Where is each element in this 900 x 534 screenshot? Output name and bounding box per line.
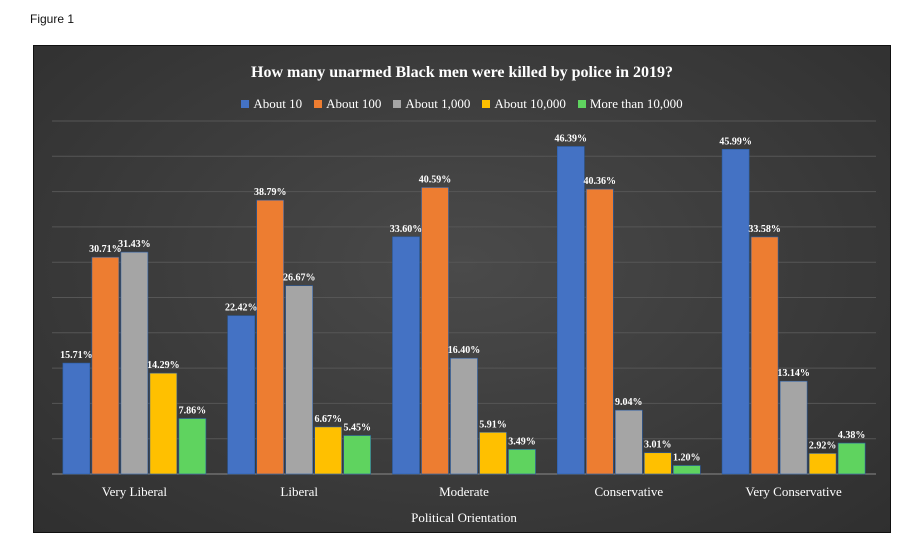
data-label: 9.04% bbox=[615, 397, 643, 408]
legend-item-2: About 1,000 bbox=[393, 96, 470, 112]
data-label: 26.67% bbox=[283, 273, 316, 284]
data-label: 45.99% bbox=[719, 136, 752, 147]
bar-2-2 bbox=[450, 357, 478, 475]
chart-title: How many unarmed Black men were killed b… bbox=[251, 64, 673, 81]
legend-label: About 1,000 bbox=[405, 96, 471, 111]
data-label: 38.79% bbox=[254, 187, 287, 198]
bar-0-3 bbox=[149, 372, 178, 475]
data-label: 14.29% bbox=[147, 360, 180, 371]
legend-label: More than 10,000 bbox=[589, 96, 683, 111]
bar-0-0 bbox=[62, 362, 91, 475]
data-label: 1.20% bbox=[673, 453, 701, 464]
data-label: 40.59% bbox=[419, 174, 452, 185]
data-label: 5.91% bbox=[479, 419, 507, 430]
chart-plot: 15.71% 30.71%31.43% 14.29% 7.86% Very Libera… bbox=[52, 120, 876, 525]
data-label: 13.14% bbox=[777, 368, 810, 379]
category-label: Liberal bbox=[280, 484, 318, 499]
legend-swatch bbox=[482, 100, 491, 108]
category-label: Very Conservative bbox=[745, 484, 842, 499]
legend-label: About 10,000 bbox=[494, 96, 566, 111]
legend-swatch bbox=[577, 100, 586, 108]
bar-2-0 bbox=[392, 236, 420, 475]
bar-1-0 bbox=[227, 315, 255, 475]
data-label: 33.60% bbox=[390, 224, 423, 235]
data-label: 31.43% bbox=[118, 239, 151, 250]
legend-label: About 100 bbox=[326, 96, 382, 111]
bar-0-4 bbox=[178, 418, 207, 475]
data-label: 15.71% bbox=[60, 350, 93, 361]
bar-2-4 bbox=[508, 449, 536, 475]
data-label: 3.01% bbox=[644, 440, 672, 451]
data-label: 6.67% bbox=[314, 414, 342, 425]
bar-3-1 bbox=[585, 188, 614, 475]
data-label: 30.71% bbox=[89, 244, 122, 255]
x-axis-title: Political Orientation bbox=[411, 510, 517, 525]
bar-4-4 bbox=[837, 442, 866, 475]
bar-1-2 bbox=[285, 285, 313, 475]
bar-3-2 bbox=[614, 409, 643, 475]
bar-0-2 bbox=[120, 251, 149, 475]
bar-0-1 bbox=[91, 256, 120, 475]
data-label: 40.36% bbox=[584, 176, 617, 187]
bar-4-2 bbox=[779, 380, 808, 475]
category-label: Very Liberal bbox=[102, 484, 168, 499]
figure-label: Figure 1 bbox=[30, 12, 75, 26]
chart-legend: About 10 About 100 About 1,000 About 10,000… bbox=[34, 96, 890, 112]
data-label: 2.92% bbox=[809, 440, 837, 451]
bar-2-3 bbox=[479, 431, 507, 475]
legend-swatch bbox=[393, 100, 402, 108]
bar-1-1 bbox=[256, 199, 284, 475]
bar-1-3 bbox=[314, 426, 343, 475]
data-label: 22.42% bbox=[225, 303, 258, 314]
category-label: Moderate bbox=[439, 484, 489, 499]
legend-item-0: About 10 bbox=[241, 96, 302, 112]
bar-3-3 bbox=[643, 452, 672, 475]
data-label: 33.58% bbox=[748, 224, 781, 235]
data-label: 4.38% bbox=[838, 430, 866, 441]
bar-2-1 bbox=[421, 187, 449, 475]
legend-swatch bbox=[241, 100, 250, 108]
bar-4-3 bbox=[808, 453, 837, 475]
bar-4-1 bbox=[750, 236, 779, 475]
legend-label: About 10 bbox=[253, 96, 303, 111]
bar-4-0 bbox=[721, 149, 750, 475]
data-label: 16.40% bbox=[448, 345, 481, 356]
bar-3-0 bbox=[556, 146, 585, 475]
chart-frame: How many unarmed Black men were killed b… bbox=[33, 45, 891, 533]
data-label: 7.86% bbox=[179, 406, 207, 417]
bar-1-4 bbox=[343, 435, 372, 475]
data-label: 3.49% bbox=[508, 436, 536, 447]
legend-item-1: About 100 bbox=[314, 96, 381, 112]
category-label: Conservative bbox=[595, 484, 664, 499]
legend-item-4: More than 10,000 bbox=[577, 96, 683, 112]
legend-swatch bbox=[314, 100, 323, 108]
data-label: 5.45% bbox=[343, 423, 371, 434]
bar-3-4 bbox=[672, 465, 701, 475]
data-label: 46.39% bbox=[555, 133, 588, 144]
legend-item-3: About 10,000 bbox=[482, 96, 566, 112]
